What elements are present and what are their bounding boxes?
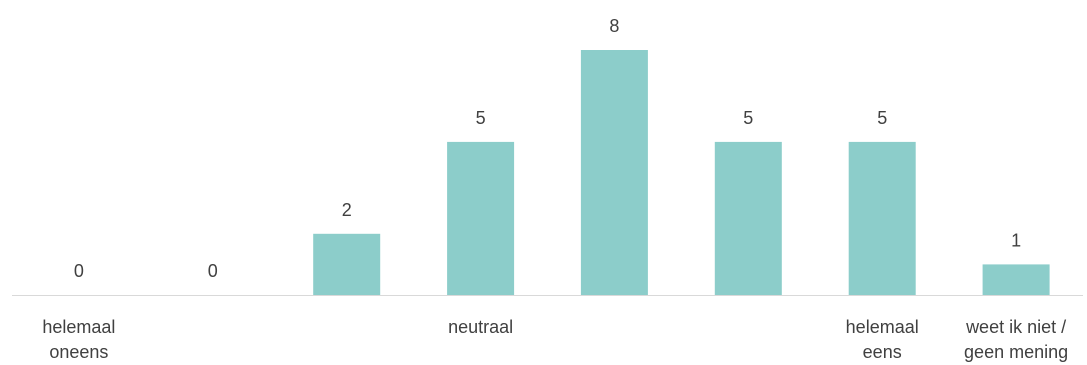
data-label-5: 5 — [743, 108, 753, 128]
bar-2 — [313, 233, 381, 296]
data-labels-group: 0 0 2 5 8 5 5 1 — [74, 16, 1021, 281]
data-label-0: 0 — [74, 261, 84, 281]
bar-3 — [447, 141, 515, 295]
category-label-3-line-0: neutraal — [448, 317, 513, 337]
data-label-3: 5 — [476, 108, 486, 128]
category-label-6-line-0: helemaal — [846, 317, 919, 337]
category-label-0-line-1: oneens — [49, 342, 108, 362]
data-label-6: 5 — [877, 108, 887, 128]
bars-group — [313, 50, 1050, 296]
data-label-4: 8 — [609, 16, 619, 36]
category-label-0-line-0: helemaal — [42, 317, 115, 337]
category-label-7-line-0: weet ik niet / — [965, 317, 1066, 337]
bar-4 — [580, 50, 648, 295]
data-label-2: 2 — [342, 200, 352, 220]
data-label-1: 0 — [208, 261, 218, 281]
category-label-6-line-1: eens — [863, 342, 902, 362]
category-labels-group: helemaal oneens neutraal helemaal eens weet i… — [42, 317, 1068, 362]
bar-5 — [714, 141, 782, 295]
bar-6 — [848, 141, 916, 295]
bar-7 — [982, 264, 1050, 295]
data-label-7: 1 — [1011, 230, 1021, 250]
category-label-7-line-1: geen mening — [964, 342, 1068, 362]
